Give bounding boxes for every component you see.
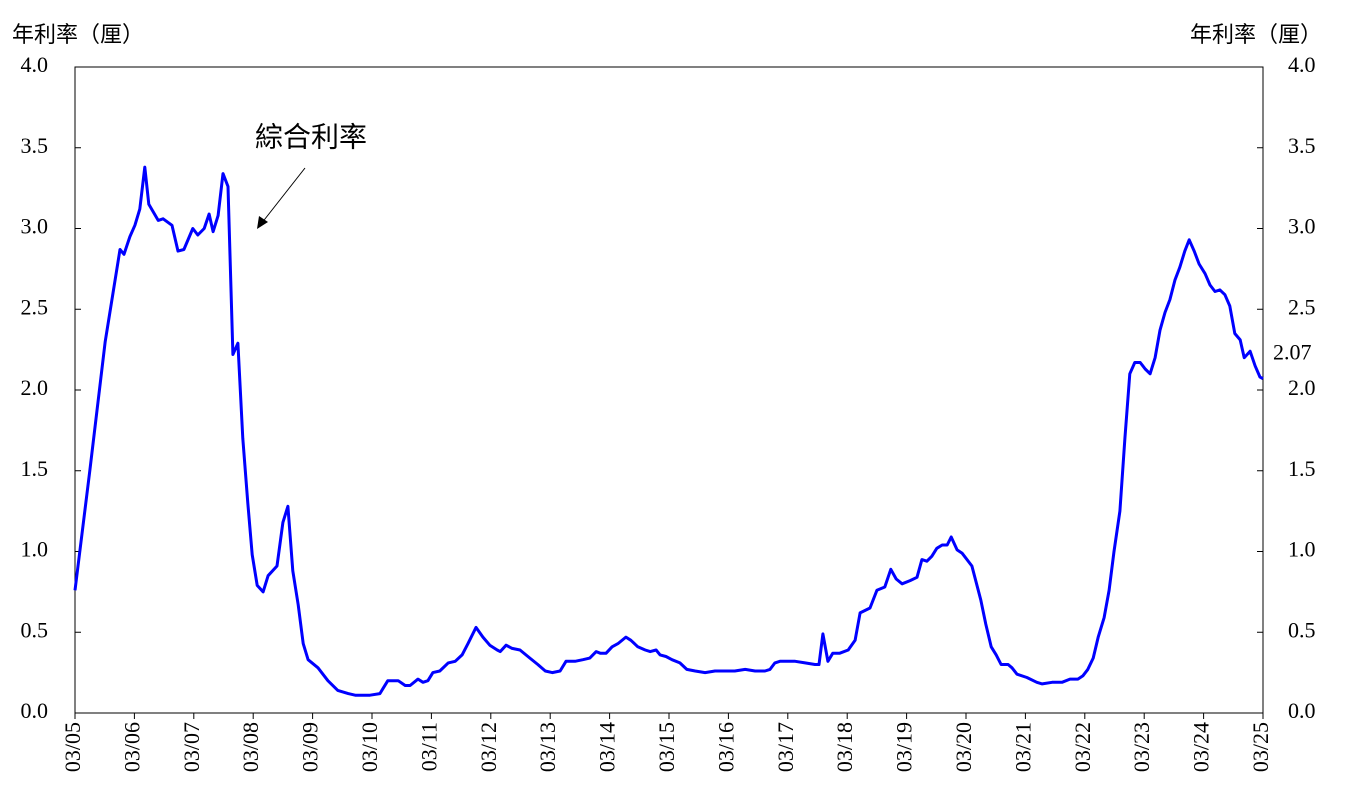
y2-tick-label: 3.0 <box>1288 214 1316 239</box>
x-tick-label: 03/20 <box>951 722 976 772</box>
y2-axis-title: 年利率（厘） <box>1190 22 1322 47</box>
y-tick-label: 3.5 <box>21 133 49 158</box>
x-tick-label: 03/12 <box>476 722 501 772</box>
x-tick-label: 03/14 <box>595 722 620 772</box>
x-tick-label: 03/19 <box>892 722 917 772</box>
y2-tick-label: 1.5 <box>1288 456 1316 481</box>
y-tick-label: 2.0 <box>21 375 49 400</box>
annotation-arrow <box>260 167 306 225</box>
x-tick-label: 03/10 <box>357 722 382 772</box>
y-tick-label: 0.5 <box>21 617 49 642</box>
plot-frame <box>74 66 1264 714</box>
x-tick-label: 03/06 <box>119 722 144 772</box>
y-tick-label: 0.0 <box>21 698 49 723</box>
x-tick-label: 03/07 <box>179 722 204 772</box>
y-tick-label: 3.0 <box>21 214 49 239</box>
x-tick-label: 03/21 <box>1010 722 1035 772</box>
x-tick-label: 03/13 <box>535 722 560 772</box>
y-tick-label: 1.5 <box>21 456 49 481</box>
x-tick-label: 03/16 <box>713 722 738 772</box>
y2-tick-label: 4.0 <box>1288 52 1316 77</box>
y-axis-title: 年利率（厘） <box>12 22 144 47</box>
y2-tick-label: 2.5 <box>1288 294 1316 319</box>
series-annotation: 綜合利率 <box>255 121 367 153</box>
y2-tick-label: 1.0 <box>1288 537 1316 562</box>
y-tick-label: 2.5 <box>21 294 49 319</box>
x-tick-label: 03/17 <box>773 722 798 772</box>
y2-tick-label: 3.5 <box>1288 133 1316 158</box>
y-tick-label: 4.0 <box>21 52 49 77</box>
x-tick-label: 03/25 <box>1248 722 1273 772</box>
x-tick-label: 03/24 <box>1189 722 1214 772</box>
y2-tick-label: 0.0 <box>1288 698 1316 723</box>
x-tick-label: 03/09 <box>298 722 323 772</box>
arrow-head <box>257 216 268 229</box>
x-tick-label: 03/05 <box>60 722 85 772</box>
x-tick-label: 03/23 <box>1129 722 1154 772</box>
series-line <box>73 165 1264 697</box>
x-tick-label: 03/18 <box>832 722 857 772</box>
y-tick-label: 1.0 <box>21 537 49 562</box>
end-value-label: 2.07 <box>1273 340 1312 365</box>
x-tick-label: 03/15 <box>654 722 679 772</box>
y2-tick-label: 0.5 <box>1288 617 1316 642</box>
x-tick-label: 03/22 <box>1070 722 1095 772</box>
y2-tick-label: 2.0 <box>1288 375 1316 400</box>
x-tick-label: 03/11 <box>416 722 441 771</box>
x-tick-label: 03/08 <box>238 722 263 772</box>
